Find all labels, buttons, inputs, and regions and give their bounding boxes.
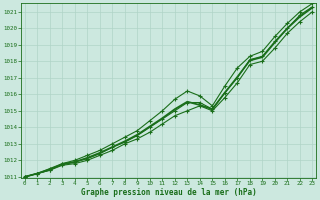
X-axis label: Graphe pression niveau de la mer (hPa): Graphe pression niveau de la mer (hPa): [81, 188, 256, 197]
